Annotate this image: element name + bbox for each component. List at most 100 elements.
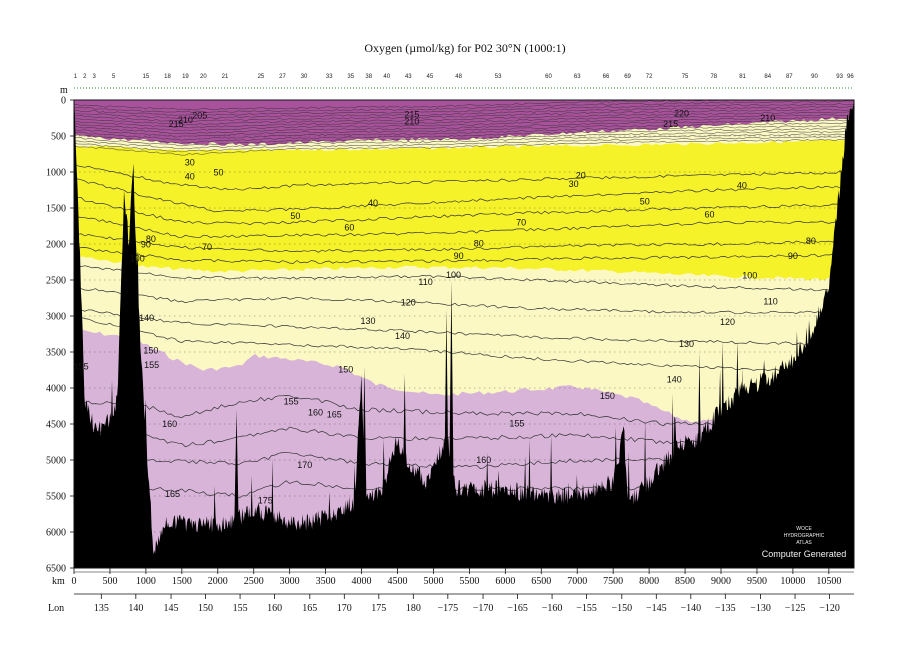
contour-label: 155 <box>74 361 89 371</box>
seamount <box>361 366 368 568</box>
contour-label: 130 <box>679 339 694 349</box>
km-tick-label: 0 <box>72 576 77 587</box>
contour-label: 150 <box>600 391 615 401</box>
km-tick-label: 10000 <box>780 576 805 587</box>
station-label: 72 <box>646 74 653 80</box>
contour-label: 120 <box>720 317 735 327</box>
seamount <box>739 366 746 568</box>
contour-line-mid <box>74 314 854 376</box>
km-tick-label: 6000 <box>495 576 515 587</box>
contour-label: 150 <box>143 346 158 356</box>
station-label: 81 <box>739 74 746 80</box>
depth-tick-label: 4500 <box>46 420 66 431</box>
contour-line-upper <box>74 100 854 114</box>
depth-tick-label: 0 <box>61 96 66 107</box>
station-label: 45 <box>427 74 434 80</box>
station-label: 19 <box>182 74 189 80</box>
contour-label: 165 <box>165 489 180 499</box>
contour-line-upper <box>74 111 854 126</box>
station-label: 18 <box>164 74 171 80</box>
seafloor-bathymetry <box>74 100 854 568</box>
contour-label: 110 <box>763 297 777 307</box>
contour-label: 80 <box>474 238 484 248</box>
contour-line-mid <box>74 246 854 264</box>
depth-tick-label: 6500 <box>46 564 66 575</box>
watermark: WOCE HYDROGRAPHIC ATLAS Computer Generat… <box>762 526 847 559</box>
lon-tick-label: −120 <box>819 603 840 614</box>
station-label: 25 <box>258 74 265 80</box>
lon-tick-label: −175 <box>438 603 459 614</box>
contour-line-mid <box>74 195 854 226</box>
contour-line-mid <box>74 264 854 293</box>
depth-tick-label: 2000 <box>46 240 66 251</box>
depth-axis-label: m <box>60 85 68 96</box>
contour-label: 90 <box>454 251 464 261</box>
km-tick-label: 10500 <box>816 576 841 587</box>
lon-tick-label: 135 <box>94 603 109 614</box>
seamount <box>448 280 455 568</box>
station-label: 60 <box>545 74 552 80</box>
watermark-credit: Computer Generated <box>762 549 847 559</box>
depth-tick-label: 3000 <box>46 312 66 323</box>
seamount <box>233 409 240 568</box>
contour-line-upper <box>74 103 854 116</box>
depth-ticks: 0 500 1000 1500 2000 2500 3000 3500 4000 4500 5000… <box>46 96 74 575</box>
km-tick-label: 7500 <box>603 576 623 587</box>
contour-label: 20 <box>576 171 586 181</box>
lon-tick-label: 180 <box>406 603 421 614</box>
station-label: 96 <box>847 74 854 80</box>
contour-label: 110 <box>418 277 432 287</box>
station-label: 78 <box>710 74 717 80</box>
contour-line-mid <box>74 164 854 191</box>
contour-label: 40 <box>368 198 378 208</box>
km-tick-label: 5000 <box>423 576 443 587</box>
contour-label: 50 <box>640 197 650 207</box>
station-label: 63 <box>574 74 581 80</box>
station-label: 35 <box>347 74 354 80</box>
km-tick-label: 1000 <box>136 576 156 587</box>
contour-label: 155 <box>284 397 299 407</box>
station-label: 3 <box>92 74 96 80</box>
contour-label: 140 <box>139 313 154 323</box>
contour-label: 205 <box>192 110 207 120</box>
km-tick-label: 4500 <box>388 576 408 587</box>
km-tick-label: 9500 <box>747 576 767 587</box>
station-label: 84 <box>764 74 771 80</box>
lon-tick-label: −150 <box>611 603 632 614</box>
contour-label: 100 <box>742 271 757 281</box>
km-tick-label: 8500 <box>675 576 695 587</box>
distance-axis-label: km <box>52 576 65 587</box>
station-markers: 1 2 3 5 15 18 19 20 21 25 27 30 33 35 38 40 43 45 48 53 60 63… <box>74 74 854 89</box>
contour-label: 90 <box>788 251 798 261</box>
contour-label: 40 <box>737 181 747 191</box>
contour-label: 160 <box>162 419 177 429</box>
contour-label: 140 <box>667 374 682 384</box>
contour-label: 170 <box>297 460 312 470</box>
seamount <box>696 352 703 568</box>
contour-label: 80 <box>806 236 816 246</box>
contour-label: 100 <box>130 253 145 263</box>
km-tick-label: 3500 <box>316 576 336 587</box>
lon-tick-label: −125 <box>785 603 806 614</box>
contour-line-upper <box>74 114 854 129</box>
depth-tick-label: 5500 <box>46 492 66 503</box>
contour-label: 40 <box>185 171 195 181</box>
km-tick-label: 7000 <box>567 576 587 587</box>
depth-tick-label: 3500 <box>46 348 66 359</box>
station-label: 15 <box>143 74 150 80</box>
seamount <box>401 373 408 568</box>
contour-label: 60 <box>704 209 714 219</box>
chart-title: Oxygen (µmol/kg) for P02 30°N (1000:1) <box>364 41 565 55</box>
station-label: 2 <box>83 74 87 80</box>
watermark-line-3: ATLAS <box>796 540 812 546</box>
contour-label: 120 <box>401 297 416 307</box>
contour-label: 140 <box>395 331 410 341</box>
km-tick-label: 8000 <box>639 576 659 587</box>
contour-line-mid <box>74 178 854 213</box>
station-label: 27 <box>279 74 286 80</box>
station-label: 5 <box>112 74 116 80</box>
contour-label: 155 <box>509 418 524 428</box>
contour-label: 165 <box>327 410 342 420</box>
seamount <box>443 308 450 568</box>
lon-tick-label: 145 <box>164 603 179 614</box>
